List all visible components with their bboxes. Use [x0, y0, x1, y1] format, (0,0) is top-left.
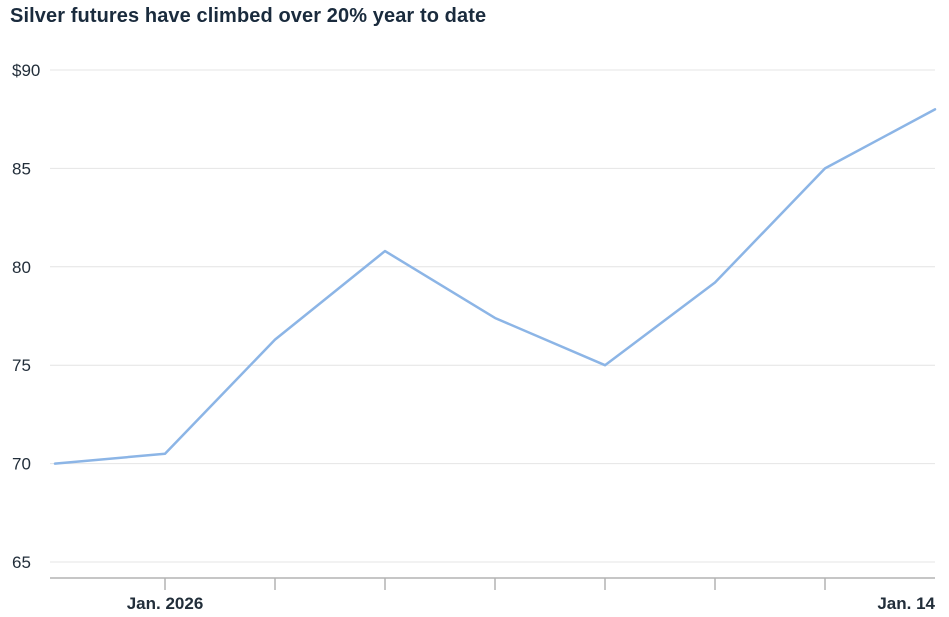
y-tick-label: 65 — [12, 553, 31, 572]
y-tick-label: $90 — [12, 61, 40, 80]
y-tick-label: 80 — [12, 258, 31, 277]
y-tick-label: 85 — [12, 159, 31, 178]
x-tick-label: Jan. 2026 — [127, 594, 204, 613]
price-line — [53, 108, 937, 465]
y-tick-label: 70 — [12, 455, 31, 474]
y-tick-label: 75 — [12, 356, 31, 375]
chart-title: Silver futures have climbed over 20% yea… — [10, 5, 487, 27]
x-tick-label: Jan. 14 — [877, 594, 935, 613]
